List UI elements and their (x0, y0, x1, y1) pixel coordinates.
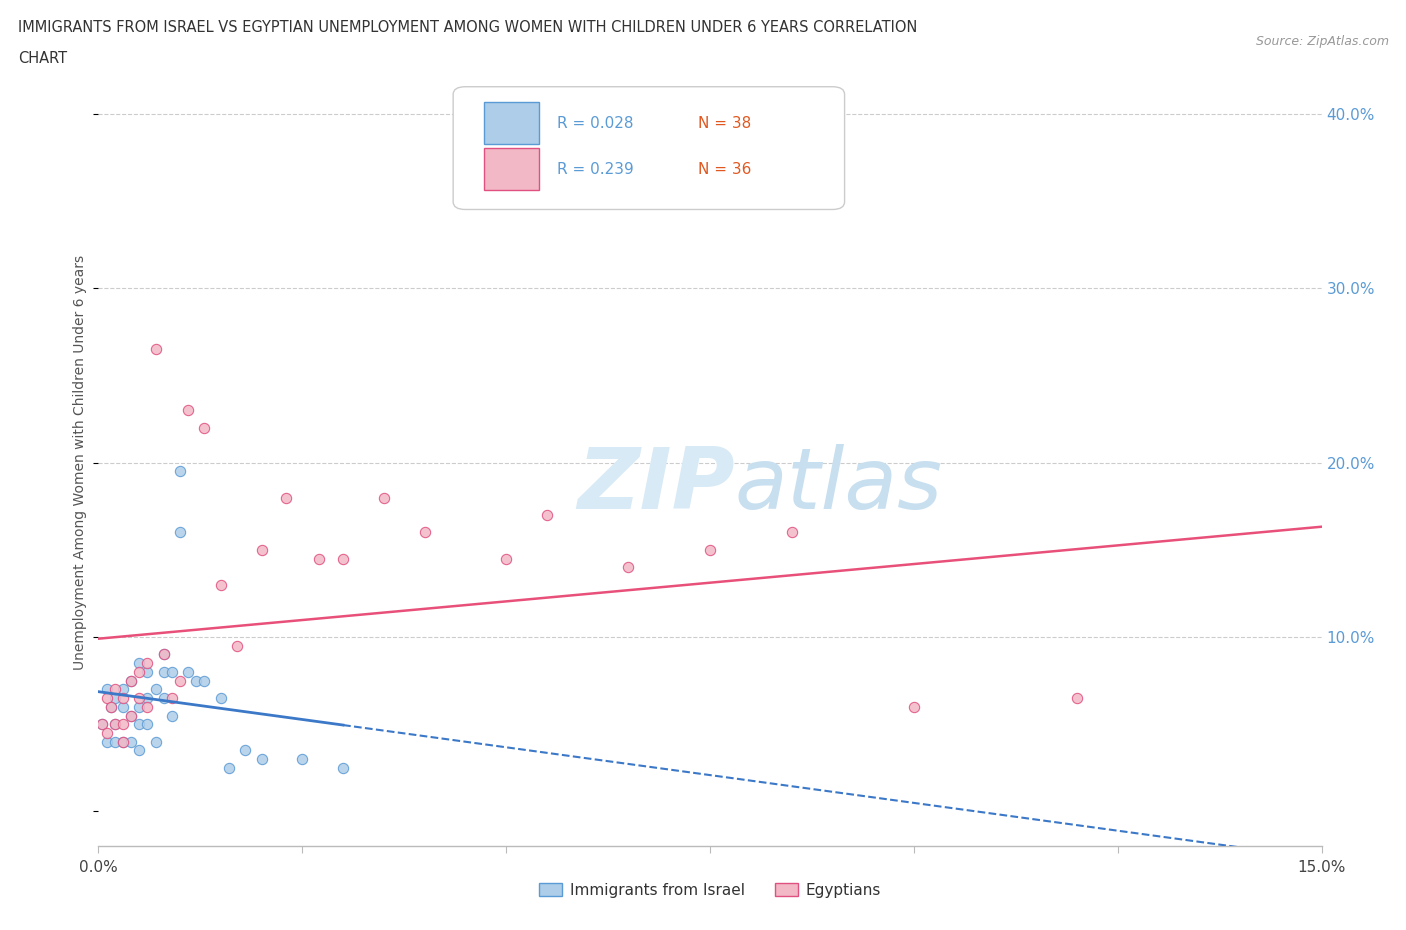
Point (495, 551, 517, 566)
Point (120, 735, 142, 750)
Point (120, 673, 142, 688)
Point (152, 664, 174, 679)
Point (111, 682, 134, 697)
Point (111, 691, 134, 706)
Point (136, 664, 159, 679)
Point (104, 735, 127, 750)
Point (160, 691, 183, 706)
Point (308, 551, 330, 566)
Point (617, 560, 640, 575)
Point (152, 691, 174, 706)
Point (128, 664, 150, 679)
Text: R = 0.239: R = 0.239 (557, 162, 634, 177)
Point (169, 464, 191, 479)
Point (96, 735, 118, 750)
Point (120, 708, 142, 723)
Point (104, 691, 127, 706)
Point (332, 551, 354, 566)
Point (169, 525, 191, 539)
Point (111, 699, 134, 714)
Point (177, 664, 200, 679)
Point (226, 638, 249, 653)
Point (128, 743, 150, 758)
Point (91, 717, 114, 732)
Point (152, 647, 174, 662)
Point (128, 717, 150, 732)
Point (100, 699, 122, 714)
Point (536, 508, 558, 523)
FancyBboxPatch shape (453, 86, 845, 209)
Point (193, 673, 215, 688)
Point (169, 673, 191, 688)
Point (233, 743, 256, 758)
Point (186, 673, 208, 688)
Point (96, 691, 118, 706)
Point (218, 761, 240, 776)
Point (96, 682, 118, 697)
Point (413, 525, 436, 539)
Text: N = 36: N = 36 (697, 162, 751, 177)
Point (128, 699, 150, 714)
Point (91, 717, 114, 732)
Point (209, 578, 232, 592)
Point (136, 691, 159, 706)
Point (160, 664, 183, 679)
Text: R = 0.028: R = 0.028 (557, 116, 634, 131)
Text: CHART: CHART (18, 51, 67, 66)
Point (145, 735, 167, 750)
Point (120, 708, 142, 723)
Point (332, 761, 354, 776)
Point (699, 542, 721, 557)
Point (136, 717, 159, 732)
Text: atlas: atlas (734, 445, 942, 527)
Point (193, 420, 215, 435)
Point (136, 699, 159, 714)
Point (250, 542, 273, 557)
Point (780, 525, 803, 539)
Text: Source: ZipAtlas.com: Source: ZipAtlas.com (1256, 35, 1389, 48)
Point (274, 490, 297, 505)
Point (250, 751, 273, 766)
Text: IMMIGRANTS FROM ISRAEL VS EGYPTIAN UNEMPLOYMENT AMONG WOMEN WITH CHILDREN UNDER : IMMIGRANTS FROM ISRAEL VS EGYPTIAN UNEMP… (18, 20, 918, 35)
Legend: Immigrants from Israel, Egyptians: Immigrants from Israel, Egyptians (533, 877, 887, 904)
Point (111, 735, 134, 750)
Point (120, 673, 142, 688)
Point (1066, 691, 1088, 706)
Point (111, 735, 134, 750)
FancyBboxPatch shape (484, 148, 538, 191)
Point (128, 691, 150, 706)
Point (209, 691, 232, 706)
Point (291, 751, 314, 766)
Point (104, 717, 127, 732)
Point (104, 717, 127, 732)
Point (903, 699, 925, 714)
Point (160, 708, 183, 723)
Point (128, 656, 150, 671)
FancyBboxPatch shape (484, 102, 538, 144)
Point (100, 699, 122, 714)
Point (96, 725, 118, 740)
Point (373, 490, 395, 505)
Text: N = 38: N = 38 (697, 116, 751, 131)
Point (145, 682, 167, 697)
Point (111, 717, 134, 732)
Point (177, 403, 200, 418)
Point (152, 647, 174, 662)
Text: ZIP: ZIP (576, 445, 734, 527)
Y-axis label: Unemployment Among Women with Children Under 6 years: Unemployment Among Women with Children U… (73, 255, 87, 671)
Point (145, 342, 167, 357)
Point (104, 682, 127, 697)
Point (136, 656, 159, 671)
